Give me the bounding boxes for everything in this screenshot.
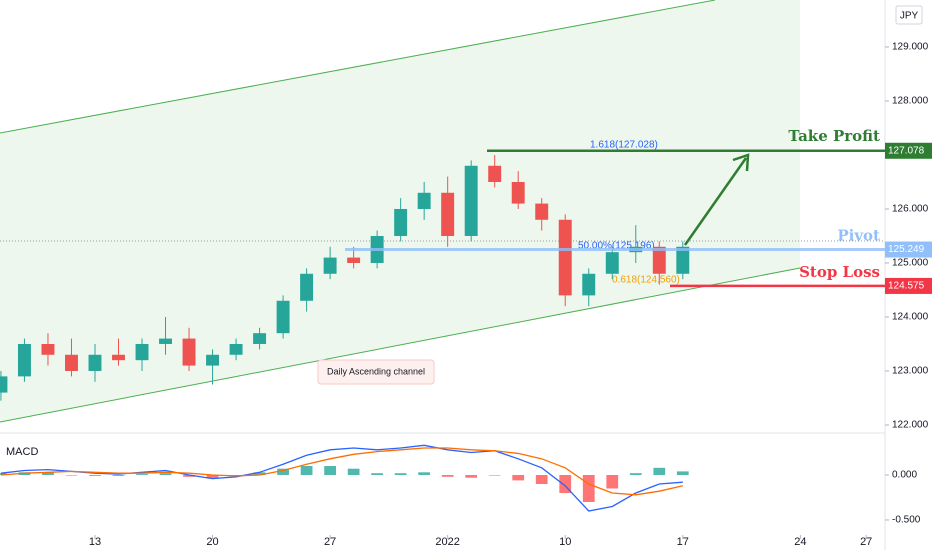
candle-body [229, 343, 243, 355]
x-tick-label: 27 [324, 536, 336, 548]
macd-histogram-bar [253, 472, 266, 476]
y-tick-label: -0.500 [892, 515, 921, 526]
macd-histogram-bar [371, 473, 384, 476]
y-tick-label: 123.000 [892, 366, 929, 377]
candle-body [206, 354, 220, 366]
x-tick-label: 20 [206, 536, 218, 548]
signal-line [0, 447, 683, 496]
macd-line [0, 444, 683, 512]
macd-histogram-bar [324, 466, 336, 476]
level-price-box [885, 277, 932, 294]
arrow-head [732, 153, 750, 172]
annotation-box [317, 359, 435, 385]
candle-body [300, 273, 314, 301]
macd-histogram-bar [159, 473, 172, 476]
candle-body [464, 165, 478, 236]
candle-body [347, 257, 361, 263]
candle-body [535, 203, 549, 220]
currency-box[interactable] [895, 5, 923, 25]
macd-histogram-bar [206, 475, 219, 479]
macd-histogram-bar [183, 475, 195, 477]
candle-body [323, 257, 337, 274]
candle-body [676, 246, 690, 274]
candle-body [0, 376, 8, 393]
arrow [683, 157, 748, 246]
level-name: Take Profit [788, 127, 880, 145]
y-tick-label: 122.000 [892, 420, 929, 431]
currency: JPY [900, 11, 919, 22]
x-tick-label: 13 [89, 536, 101, 548]
candle-body [652, 246, 666, 274]
x-tick-label: 17 [677, 536, 689, 548]
macd-histogram-bar [0, 473, 7, 476]
channel-lower [0, 267, 801, 423]
macd-histogram-bar [465, 475, 478, 478]
y-tick-label: 124.000 [892, 312, 929, 323]
candle-body [441, 192, 455, 236]
y-tick-label: 0.000 [892, 470, 917, 481]
level-price: 125.249 [888, 244, 925, 255]
macd-histogram-bar [418, 472, 431, 476]
candle-body [182, 338, 196, 366]
x-tick-label: 10 [559, 536, 571, 548]
candle-body [276, 300, 290, 334]
y-tick-label: 125.000 [892, 258, 929, 269]
macd-histogram-bar [653, 467, 666, 476]
macd-histogram-bar [606, 475, 619, 489]
macd-histogram-bar [89, 475, 101, 476]
macd-histogram-bar [65, 475, 78, 476]
macd-histogram-bar [441, 475, 454, 477]
candle-body [417, 192, 431, 209]
level-price-box [885, 241, 932, 258]
y-tick-label: 126.000 [892, 204, 929, 215]
candle-body [605, 252, 619, 274]
macd-histogram-bar [300, 466, 313, 476]
y-tick-label: 128.000 [892, 96, 929, 107]
macd-histogram-bar [136, 474, 148, 476]
macd-histogram-bar [582, 475, 595, 502]
macd-histogram-bar [512, 475, 525, 481]
fib-label: 0.618(124.560) [612, 275, 680, 286]
fib-label: 50.00%(125.196) [578, 241, 655, 252]
x-tick-label: 24 [794, 536, 806, 548]
candle-body [41, 343, 55, 355]
macd-histogram-bar [535, 475, 548, 484]
level-name: Stop Loss [799, 263, 880, 281]
macd-histogram-bar [394, 473, 407, 476]
candle-body [488, 165, 502, 182]
candle-body [112, 354, 125, 361]
macd-histogram-bar [629, 473, 642, 476]
x-tick-label: 27 [860, 536, 872, 548]
level-name: Pivot [837, 227, 880, 245]
candle-body [159, 338, 172, 344]
macd-histogram-bar [559, 475, 572, 493]
macd-histogram-bar [42, 472, 54, 476]
candle-body [65, 354, 78, 371]
macd-histogram-bar [676, 471, 689, 476]
candle-body [88, 354, 102, 371]
macd-histogram-bar [277, 468, 289, 476]
macd-title: MACD [6, 446, 38, 458]
candle-body [582, 273, 596, 296]
macd-histogram-bar [112, 475, 125, 476]
candle-body [253, 333, 267, 344]
candle-body [394, 208, 408, 236]
channel-upper [0, 0, 716, 134]
level-price: 124.575 [888, 281, 925, 292]
candle-body [135, 343, 149, 361]
macd-histogram-bar [347, 468, 360, 476]
x-tick-label: 2022 [435, 536, 459, 548]
fib-label: 1.618(127.028) [590, 140, 658, 151]
candle-body [558, 219, 572, 296]
macd-histogram-bar [488, 475, 501, 476]
candle-body [511, 181, 525, 204]
y-tick-label: 129.000 [892, 42, 929, 53]
candle-body [17, 343, 31, 377]
level-price: 127.078 [888, 145, 925, 156]
channel-label: Daily Ascending channel [327, 366, 425, 376]
level-price-box [885, 142, 932, 159]
